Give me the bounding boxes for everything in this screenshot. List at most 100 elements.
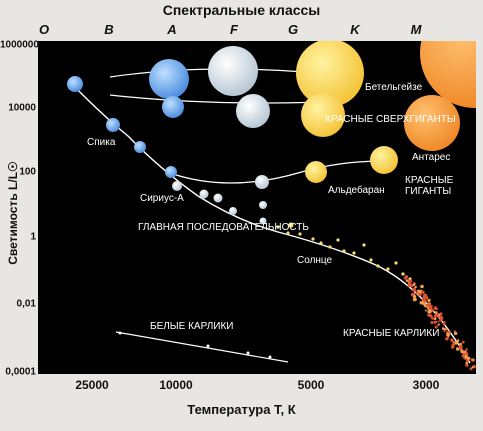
red-dwarf-dot (434, 311, 438, 314)
red-dwarf-dot (412, 297, 417, 302)
spectral-class-k: K (350, 22, 360, 37)
spectral-class-a: A (167, 22, 177, 37)
main-sequence-dot (328, 245, 332, 249)
red-dwarf-dot (423, 304, 427, 308)
white-dwarf-point (118, 331, 122, 335)
spica-star (106, 118, 120, 132)
main-sequence-dot (369, 258, 373, 262)
red-dwarf-dot (465, 363, 469, 367)
main-sequence-dot (298, 232, 302, 236)
y-tick-label: 0,01 (16, 298, 36, 310)
y-tick-label: 1000000 (0, 39, 39, 51)
region-label-red-supergiants: КРАСНЫЕ СВЕРХГИГАНТЫ (325, 114, 456, 125)
a-type-star-2 (199, 189, 209, 199)
star-label-spica: Спика (87, 137, 116, 148)
y-tick-label: 100 (19, 166, 36, 178)
red-dwarf-dot (405, 279, 409, 282)
sirius-a-star (165, 166, 177, 178)
main-sequence-dot (376, 264, 380, 268)
red-dwarf-dot (439, 312, 443, 316)
region-label-red-giants: КРАСНЫЕ ГИГАНТЫ (405, 175, 454, 197)
red-dwarf-dot (421, 290, 425, 294)
star-label-betelgeuse: Бетельгейзе (365, 82, 423, 93)
red-dwarf-dot (465, 361, 469, 365)
red-giant-track (169, 160, 385, 184)
x-tick-label: 3000 (412, 378, 440, 392)
red-dwarf-dot (453, 331, 458, 336)
red-dwarf-dot (437, 324, 440, 326)
main-sequence-dot (319, 241, 323, 245)
red-dwarf-dot (404, 275, 409, 279)
main-sequence-dot (386, 267, 390, 271)
white-supergiant-lower (236, 94, 270, 128)
antares-like-red-supergiant (420, 41, 476, 108)
red-dwarf-dot (465, 352, 469, 356)
red-dwarf-dot (408, 279, 413, 283)
spectral-classes-title: Спектральные классы (162, 2, 321, 18)
g-type-star (259, 201, 267, 209)
blue-supergiant-lower (162, 96, 184, 118)
main-sequence-dot (276, 225, 280, 229)
star-label-sirius: Сириус-А (140, 193, 184, 204)
red-dwarf-dot (434, 325, 438, 329)
red-dwarf-dot (451, 345, 455, 349)
red-dwarf-dot (450, 338, 454, 342)
star-label-aldebaran: Альдебаран (328, 185, 385, 196)
red-dwarf-dot (443, 330, 446, 333)
red-dwarf-dot (429, 314, 433, 318)
x-tick-label: 5000 (297, 378, 325, 392)
red-dwarf-dot (431, 316, 434, 320)
x-axis-title: Температура T, К (187, 402, 296, 417)
red-dwarf-dot (414, 285, 417, 289)
red-dwarf-dot (455, 347, 460, 351)
f-type-star (213, 193, 223, 203)
red-dwarf-dot (415, 291, 419, 294)
red-dwarf-dot (410, 284, 414, 288)
blue-supergiant-upper (149, 59, 189, 99)
red-dwarf-dot (446, 332, 450, 337)
red-dwarf-dot (428, 309, 432, 314)
red-dwarf-dot (437, 320, 440, 323)
red-dwarf-dot (422, 298, 425, 301)
white-dwarf-point (246, 351, 250, 355)
red-dwarf-dot (469, 367, 473, 371)
red-dwarf-dot (454, 341, 458, 345)
red-dwarf-dot (422, 294, 425, 296)
b-type-star (134, 141, 146, 153)
g-type-star-2 (259, 217, 267, 225)
o-type-star (67, 76, 83, 92)
red-dwarf-dot (433, 320, 437, 324)
spectral-class-f: F (230, 22, 238, 37)
red-dwarf-dot (470, 359, 473, 362)
spectral-class-g: G (287, 22, 299, 37)
red-dwarf-dot (420, 293, 422, 295)
red-giant-white (255, 175, 269, 189)
f-type-star-2 (229, 207, 237, 215)
yellow-supergiant-lower (301, 93, 345, 137)
red-dwarf-dot (433, 317, 437, 321)
red-dwarf-dot (461, 340, 465, 344)
star-label-antares: Антарес (412, 152, 451, 163)
main-sequence-curve (71, 83, 471, 364)
x-tick-label: 10000 (159, 378, 193, 392)
red-dwarf-dot (471, 366, 474, 369)
red-dwarf-dot (439, 316, 444, 320)
red-dwarf-dot (460, 349, 464, 354)
spectral-class-o: O (38, 22, 50, 37)
main-sequence-dot (401, 272, 405, 276)
red-dwarf-dot (424, 299, 427, 303)
red-dwarf-dot (427, 298, 431, 302)
main-sequence-dot (352, 251, 356, 255)
spectral-class-b: B (104, 22, 114, 37)
spectral-class-m: M (410, 22, 422, 37)
red-dwarf-dot (420, 284, 424, 289)
main-sequence-dot (336, 238, 340, 242)
main-sequence-dot (286, 231, 290, 235)
red-dwarf-dot (424, 309, 427, 312)
main-sequence-dot (394, 261, 398, 265)
hr-diagram-svg (67, 41, 476, 371)
y-axis-title: Светимость L/L☉ (6, 161, 20, 265)
sun-star (288, 222, 294, 228)
red-dwarf-dot (443, 321, 446, 324)
betelgeuse-region-yellow-supergiant (296, 41, 364, 107)
